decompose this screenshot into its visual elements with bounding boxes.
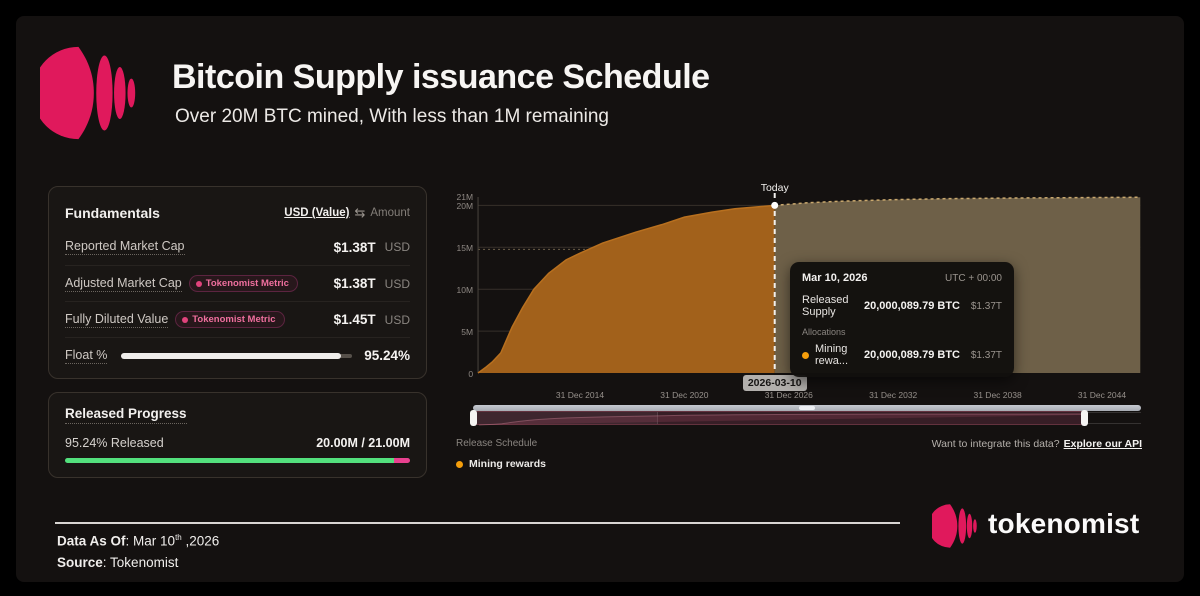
y-tick-label: 10M — [456, 284, 474, 295]
metric-label[interactable]: Fully Diluted Value — [65, 311, 169, 328]
data-as-of-line: Data As Of: Mar 10th ,2026 — [57, 533, 219, 549]
api-prompt: Want to integrate this data? Explore our … — [932, 438, 1142, 450]
tokenomist-logo-icon — [932, 504, 977, 548]
legend-group-label: Release Schedule — [456, 438, 538, 449]
footer-divider — [55, 522, 900, 524]
tooltip-allocation-usd: $1.37T — [970, 349, 1002, 361]
y-tick-label: 15M — [456, 242, 474, 253]
mining-rewards-dot-icon — [802, 351, 809, 359]
y-tick-label: 0 — [468, 368, 474, 379]
x-tick-label: 31 Dec 2026 — [764, 390, 813, 400]
released-progress-remainder — [393, 458, 410, 463]
tooltip-released-supply-btc: 20,000,089.79 BTC — [863, 300, 960, 312]
unit-toggle-usd[interactable]: USD (Value) — [284, 207, 350, 219]
fundamentals-panel: Fundamentals USD (Value) ⇆ Amount Report… — [48, 186, 427, 379]
selected-date-pill: 2026-03-10 — [742, 375, 807, 391]
unit-toggle-amount[interactable]: Amount — [370, 207, 410, 219]
badge-label: Tokenomist Metric — [192, 314, 276, 325]
supply-chart[interactable]: 21M 20M 15M 10M 5M 0 31 Dec 2014 31 Dec 2020 31… — [455, 180, 1175, 480]
tooltip-timezone: UTC + 00:00 — [945, 272, 1002, 284]
legend-item-label: Mining rewards — [469, 458, 547, 470]
scrollbar-grip[interactable] — [799, 406, 815, 410]
mining-rewards-dot-icon — [456, 460, 463, 468]
metric-value: 95.24% — [364, 348, 410, 363]
metric-unit: USD — [384, 312, 410, 327]
metric-label[interactable]: Reported Market Cap — [65, 239, 185, 255]
zoom-scrollbar[interactable] — [473, 405, 1141, 411]
api-prompt-text: Want to integrate this data? — [931, 438, 1060, 450]
tooltip-allocations-label: Allocations — [802, 327, 846, 337]
tooltip-allocation-name: Mining rewa... — [815, 343, 849, 367]
fundamentals-row-reported-market-cap: Reported Market Cap $1.38T USD — [65, 229, 410, 265]
released-progress-bar — [65, 458, 410, 463]
released-progress-panel: Released Progress 95.24% Released 20.00M… — [48, 392, 427, 478]
chart-tooltip: Mar 10, 2026 UTC + 00:00 Released Supply… — [790, 262, 1014, 377]
tokenomist-metric-badge: Tokenomist Metric — [175, 311, 285, 328]
page-subtitle: Over 20M BTC mined, With less than 1M re… — [175, 106, 609, 127]
released-amount-label: 20.00M / 21.00M — [316, 436, 410, 450]
tooltip-date: Mar 10, 2026 — [802, 272, 868, 284]
released-percent-label: 95.24% Released — [65, 436, 164, 450]
x-tick-label: 31 Dec 2038 — [973, 390, 1022, 400]
metric-value: $1.45T — [333, 312, 376, 327]
source-label: Source — [57, 555, 103, 570]
time-range-brush[interactable] — [470, 410, 1088, 426]
metric-unit: USD — [384, 240, 410, 254]
today-annotation: Today — [760, 182, 789, 194]
badge-label: Tokenomist Metric — [205, 278, 289, 289]
page-title: Bitcoin Supply issuance Schedule — [172, 58, 710, 96]
explore-api-link[interactable]: Explore our API — [1063, 438, 1142, 450]
tokenomist-logo-icon — [40, 46, 136, 140]
released-progress-title[interactable]: Released Progress — [65, 406, 187, 424]
x-tick-label: 31 Dec 2014 — [555, 390, 605, 400]
fundamentals-row-fully-diluted-value: Fully Diluted Value Tokenomist Metric $1… — [65, 301, 410, 337]
data-as-of-year: ,2026 — [181, 533, 220, 549]
data-as-of-label: Data As Of — [57, 533, 126, 549]
fundamentals-row-float-percent: Float % 95.24% — [65, 337, 410, 373]
tokenomist-metric-badge: Tokenomist Metric — [188, 275, 298, 292]
date-ordinal-suffix: th — [175, 533, 182, 542]
x-tick-label: 31 Dec 2044 — [1077, 390, 1127, 400]
swap-arrows-icon[interactable]: ⇆ — [354, 205, 366, 220]
brush-subrange — [474, 412, 658, 424]
tooltip-released-supply-usd: $1.37T — [970, 300, 1002, 312]
tooltip-released-supply-label: Released Supply — [802, 294, 849, 318]
data-as-of-date: Mar 10 — [133, 533, 176, 549]
released-progress-fill — [65, 458, 394, 463]
source-value: Tokenomist — [110, 555, 179, 570]
y-tick-label: 5M — [461, 326, 474, 337]
y-tick-label: 21M — [456, 192, 474, 203]
fundamentals-row-adjusted-market-cap: Adjusted Market Cap Tokenomist Metric $1… — [65, 265, 410, 301]
brush-minichart — [479, 413, 1086, 426]
x-tick-label: 31 Dec 2020 — [660, 390, 709, 400]
metric-value: $1.38T — [333, 276, 376, 291]
brush-handle-right[interactable] — [1081, 410, 1088, 426]
badge-dot-icon — [195, 280, 202, 287]
separator: : — [125, 533, 134, 549]
badge-dot-icon — [182, 316, 189, 323]
fundamentals-title: Fundamentals — [65, 205, 160, 221]
x-tick-label: 31 Dec 2032 — [869, 390, 918, 400]
source-line: Source: Tokenomist — [57, 555, 178, 570]
tooltip-allocation-btc: 20,000,089.79 BTC — [863, 349, 960, 361]
metric-label[interactable]: Float % — [65, 347, 108, 364]
separator: : — [102, 555, 111, 570]
metric-label[interactable]: Adjusted Market Cap — [65, 275, 182, 292]
float-percent-bar — [121, 352, 353, 359]
brush-unselected-area[interactable] — [1085, 412, 1141, 424]
legend-item-mining-rewards[interactable]: Mining rewards — [456, 458, 546, 470]
float-percent-fill — [121, 352, 342, 359]
tokenomist-wordmark: tokenomist — [988, 508, 1140, 539]
y-tick-label: 20M — [456, 200, 474, 211]
metric-value: $1.38T — [333, 239, 376, 255]
metric-unit: USD — [384, 276, 410, 291]
unit-toggle[interactable]: USD (Value) ⇆ Amount — [284, 205, 410, 221]
brush-handle-left[interactable] — [470, 410, 477, 426]
